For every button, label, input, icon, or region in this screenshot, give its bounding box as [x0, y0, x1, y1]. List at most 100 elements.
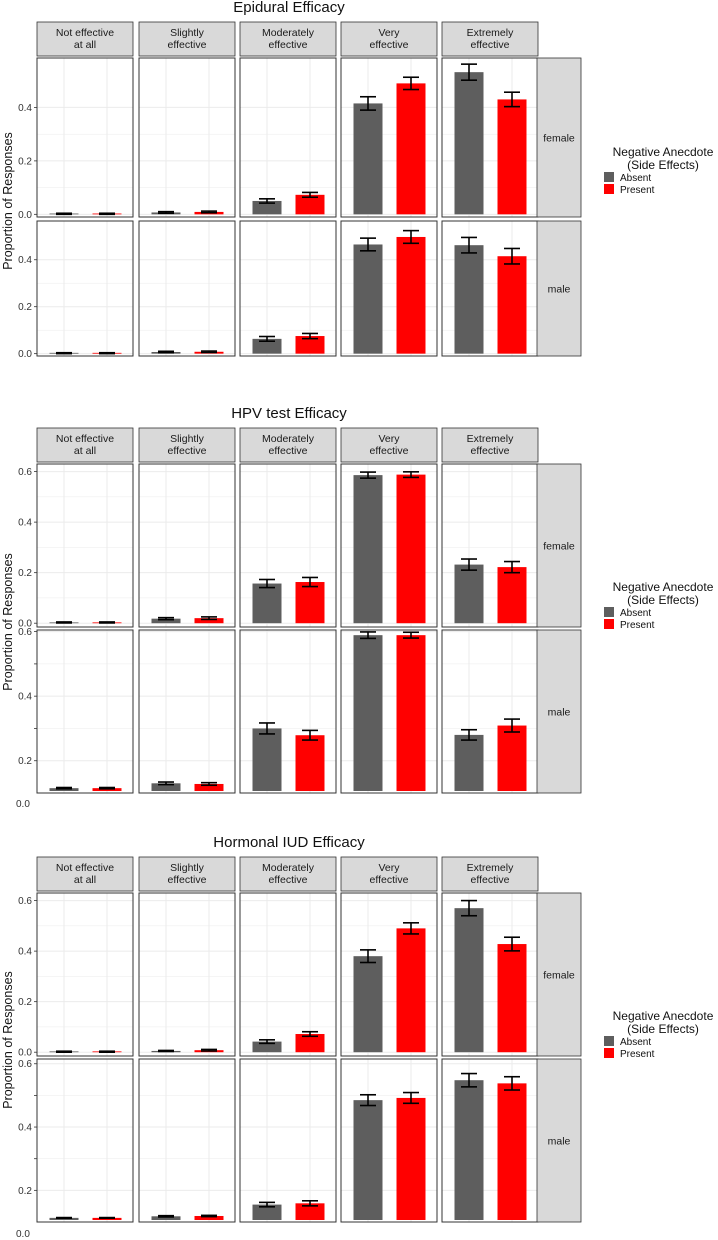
- facet-strip-row-label: female: [543, 133, 575, 145]
- panel-border: [36, 57, 134, 218]
- facet-panel: [239, 629, 337, 794]
- facet-strip-row: [536, 57, 582, 218]
- chart-section-1: Epidural Efficacy Not effective at all Slig…: [1, 0, 714, 360]
- bar-absent: [454, 564, 484, 624]
- bar-present: [497, 1083, 527, 1220]
- y-axis-tick-label: 0.4: [18, 1123, 32, 1134]
- facet-strip-column: [36, 856, 134, 892]
- facet-panel: [239, 463, 337, 628]
- facet-panel: [441, 220, 539, 357]
- legend-label: Present: [620, 1049, 655, 1060]
- bar-present: [295, 1034, 325, 1053]
- facet-panel: [441, 892, 539, 1057]
- facet-strip-row-label: male: [548, 707, 571, 719]
- facet-panel: [340, 220, 438, 357]
- panel-border: [239, 629, 337, 794]
- facet-strip-row-label: male: [548, 284, 571, 296]
- y-axis-tick-label: 0.6: [18, 467, 32, 478]
- bar-present: [497, 725, 527, 791]
- facet-panel: [340, 1058, 438, 1223]
- facet-strip-column: [36, 21, 134, 57]
- bar-absent: [252, 728, 282, 791]
- y-axis-tick-label: 0.0: [18, 619, 32, 630]
- legend-swatch-present: [604, 1048, 614, 1058]
- facet-strip-column: [340, 856, 438, 892]
- y-axis-tick-label: 0.4: [18, 692, 32, 703]
- panel-background: [240, 893, 336, 1056]
- legend-title: Negative Anecdote (Side Effects): [613, 1009, 714, 1036]
- facet-strip-column-label: Very effective: [370, 27, 409, 51]
- facet-panel: [36, 463, 134, 628]
- panel-border: [340, 892, 438, 1057]
- facet-strip-column: [441, 856, 539, 892]
- panel-background: [240, 221, 336, 356]
- facet-strip-column-label: Very effective: [370, 433, 409, 457]
- facet-panel: [36, 892, 134, 1057]
- panel-background: [139, 58, 235, 217]
- facet-strip-column: [340, 21, 438, 57]
- panel-background: [240, 58, 336, 217]
- panel-border: [340, 57, 438, 218]
- legend-swatch-present: [604, 619, 614, 629]
- bar-absent: [252, 1204, 282, 1220]
- legend-swatch-absent: [604, 1036, 614, 1046]
- panel-border: [239, 220, 337, 357]
- bar-present: [497, 567, 527, 624]
- legend-label: Absent: [620, 1037, 651, 1048]
- bar-absent: [151, 783, 181, 791]
- bar-absent: [151, 1216, 181, 1220]
- y-axis-tick-label: 0.2: [18, 302, 32, 313]
- facet-strip-column: [239, 856, 337, 892]
- bar-absent: [252, 583, 282, 624]
- bar-absent: [353, 1100, 383, 1220]
- panel-border: [138, 629, 236, 794]
- chart-section-3: Hormonal IUD Efficacy Not effective at all…: [1, 834, 714, 1240]
- facet-strip-row-label: female: [543, 541, 575, 553]
- chart-section-2: HPV test Efficacy Not effective at all Slig…: [1, 405, 714, 810]
- bar-present: [497, 944, 527, 1053]
- panel-background: [37, 464, 133, 627]
- facet-panel: [138, 463, 236, 628]
- bar-absent: [454, 908, 484, 1053]
- panel-background: [139, 630, 235, 793]
- facet-strip-column-label: Slightly effective: [168, 27, 207, 51]
- bar-present: [295, 194, 325, 215]
- legend-swatch-absent: [604, 607, 614, 617]
- bar-present: [396, 1097, 426, 1220]
- facet-strip-column-label: Extremely effective: [467, 27, 514, 51]
- panel-background: [37, 221, 133, 356]
- panel-border: [36, 1058, 134, 1223]
- panel-border: [138, 892, 236, 1057]
- facet-strip-column: [239, 21, 337, 57]
- facet-strip-column-label: Extremely effective: [467, 433, 514, 457]
- bar-present: [194, 783, 224, 791]
- y-axis-tick-label: 0.0: [18, 349, 32, 360]
- legend-title: Negative Anecdote (Side Effects): [613, 145, 714, 172]
- bar-absent: [353, 103, 383, 215]
- facet-strip-column-label: Not effective at all: [56, 27, 114, 51]
- y-axis-tick-label: 0.4: [18, 255, 32, 266]
- outer-axis-label: 0.0: [16, 799, 30, 810]
- facet-panel: [441, 463, 539, 628]
- bar-present: [396, 83, 426, 215]
- facet-strip-column-label: Moderately effective: [262, 862, 315, 886]
- panel-background: [240, 1059, 336, 1222]
- facet-strip-column: [340, 427, 438, 463]
- y-axis-label: Proportion of Responses: [1, 971, 15, 1109]
- y-axis-tick-label: 0.2: [18, 756, 32, 767]
- panel-border: [340, 629, 438, 794]
- facet-panel: [239, 892, 337, 1057]
- panel-border: [36, 629, 134, 794]
- facet-panel: [239, 1058, 337, 1223]
- facet-strip-row-label: female: [543, 970, 575, 982]
- facet-strip-column: [239, 427, 337, 463]
- panel-border: [36, 892, 134, 1057]
- panel-border: [138, 1058, 236, 1223]
- panel-background: [37, 630, 133, 793]
- chart-title: Epidural Efficacy: [233, 0, 345, 16]
- y-axis-tick-label: 0.6: [18, 1059, 32, 1070]
- panel-border: [340, 1058, 438, 1223]
- facet-strip-column: [138, 427, 236, 463]
- panel-border: [138, 220, 236, 357]
